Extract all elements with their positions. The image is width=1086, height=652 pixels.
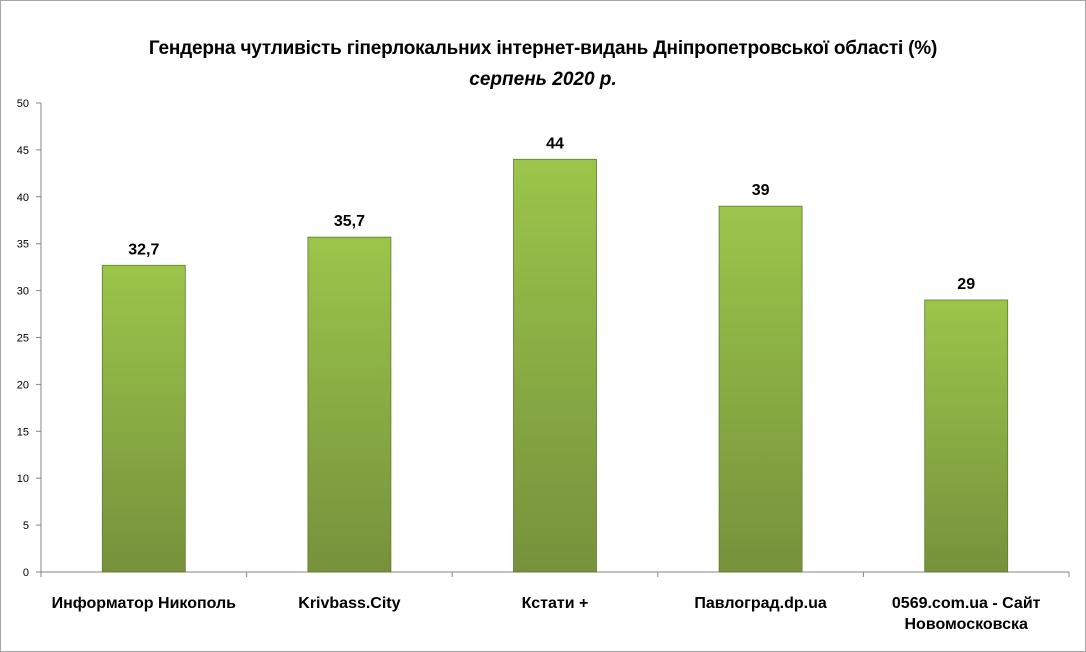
bar (924, 299, 1009, 573)
y-tick-label: 35 (17, 239, 29, 251)
y-tick-label: 5 (23, 520, 29, 532)
data-label: 35,7 (334, 213, 365, 230)
x-tick-label: 0569.com.ua - Сайт (892, 595, 1041, 612)
data-label: 39 (752, 182, 770, 199)
bar (718, 205, 803, 573)
y-tick-label: 40 (17, 192, 29, 204)
y-tick-label: 0 (23, 567, 29, 579)
x-tick-label: Krivbass.City (298, 595, 400, 612)
x-tick-label: Информатор Никополь (52, 595, 237, 612)
y-tick-label: 30 (17, 286, 29, 298)
chart-title: Гендерна чутливість гіперлокальних інтер… (148, 38, 938, 59)
y-tick-label: 20 (17, 379, 29, 391)
y-tick-label: 10 (17, 473, 29, 485)
bar (307, 236, 392, 573)
x-tick-label: Павлоград.dp.ua (694, 595, 826, 612)
y-tick-label: 25 (17, 333, 29, 345)
x-tick-label: Кстати + (522, 595, 589, 612)
y-tick-label: 15 (17, 426, 29, 438)
chart-subtitle: серпень 2020 р. (469, 69, 617, 90)
data-label: 29 (957, 276, 975, 293)
y-tick-label: 50 (17, 98, 29, 110)
y-tick-label: 45 (17, 145, 29, 157)
labels: 32,7 Информатор Никополь 35,7 Krivbass.City… (52, 135, 1041, 633)
x-tick-label: Новомосковска (904, 616, 1028, 633)
data-label: 44 (546, 135, 564, 152)
axes: 0 5 10 15 20 25 30 35 40 45 50 (17, 98, 1070, 579)
bar (101, 264, 186, 573)
bars (101, 158, 1009, 573)
bar (513, 158, 597, 573)
data-label: 32,7 (128, 241, 159, 258)
